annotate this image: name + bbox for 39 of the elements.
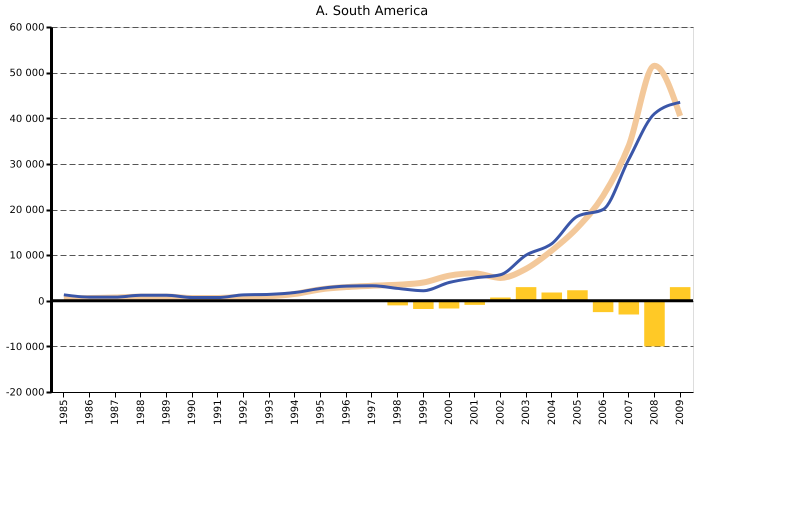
x-tick-label: 2007 xyxy=(624,400,635,425)
x-tick-label: 2004 xyxy=(546,400,558,425)
x-tick-label: 2008 xyxy=(649,400,660,425)
y-tick-label: 30 000 xyxy=(10,159,44,170)
x-tick-label: 1987 xyxy=(110,400,122,425)
y-tick-label: 40 000 xyxy=(10,114,44,125)
x-tick-label: 2003 xyxy=(521,400,532,425)
x-tick-label: 2005 xyxy=(572,400,584,425)
x-tick-label: 1989 xyxy=(162,400,173,425)
chart-title: A. South America xyxy=(316,4,428,19)
y-tick-label: 50 000 xyxy=(10,68,44,80)
x-tick-label: 1997 xyxy=(367,400,378,425)
y-tick-label: 60 000 xyxy=(10,22,44,34)
x-tick-label: 2001 xyxy=(470,400,481,425)
x-tick-label: 1986 xyxy=(84,400,96,425)
y-tick-label: 10 000 xyxy=(10,250,44,262)
line-series xyxy=(62,100,682,300)
x-tick-label: 2000 xyxy=(444,400,456,425)
y-tick-label: -10 000 xyxy=(6,342,44,353)
x-tick-label: 1985 xyxy=(58,400,70,425)
x-tick-label: 1996 xyxy=(341,400,352,425)
x-tick-label: 1988 xyxy=(136,400,147,425)
x-tick-label: 2009 xyxy=(675,400,686,425)
x-tick-label: 1999 xyxy=(418,400,430,425)
x-tick-label: 1998 xyxy=(392,400,404,425)
y-tick-label: -20 000 xyxy=(6,388,44,398)
x-tick-label: 1994 xyxy=(290,400,301,425)
y-tick-label: 20 000 xyxy=(10,205,44,216)
y-tick-label: 0 xyxy=(38,296,44,308)
bar xyxy=(670,287,690,301)
bar xyxy=(644,300,665,346)
x-tick-label: 1995 xyxy=(316,400,327,425)
x-tick-label: 1993 xyxy=(264,400,276,425)
x-tick-label: 2006 xyxy=(598,400,610,425)
bar xyxy=(516,287,536,301)
x-tick-label: 1990 xyxy=(187,400,198,425)
x-tick-label: 1992 xyxy=(238,400,250,425)
x-tick-label: 2002 xyxy=(495,400,506,425)
x-tick-label: 1991 xyxy=(212,400,224,425)
